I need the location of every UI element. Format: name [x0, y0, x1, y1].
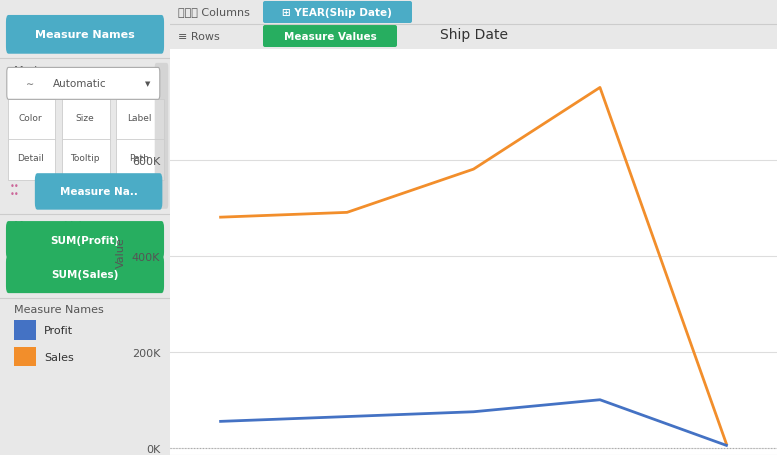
- Text: ⊞ YEAR(Ship Date): ⊞ YEAR(Ship Date): [282, 8, 392, 18]
- Text: Sales: Sales: [44, 352, 74, 362]
- Text: Measure Names: Measure Names: [35, 30, 135, 40]
- Title: Ship Date: Ship Date: [440, 28, 507, 42]
- FancyBboxPatch shape: [8, 100, 55, 141]
- Text: SUM(Sales): SUM(Sales): [51, 270, 119, 280]
- Text: Color: Color: [19, 114, 43, 123]
- FancyBboxPatch shape: [117, 140, 164, 181]
- Text: ▼: ▼: [145, 81, 151, 87]
- FancyBboxPatch shape: [6, 222, 164, 259]
- Text: Marks: Marks: [14, 66, 47, 76]
- FancyBboxPatch shape: [35, 174, 162, 210]
- Y-axis label: Value: Value: [117, 237, 127, 268]
- FancyBboxPatch shape: [263, 2, 412, 24]
- Text: ∼: ∼: [26, 79, 33, 89]
- Text: ≡ Rows: ≡ Rows: [178, 32, 220, 42]
- Text: Label: Label: [127, 114, 152, 123]
- FancyBboxPatch shape: [62, 100, 110, 141]
- FancyBboxPatch shape: [6, 256, 164, 293]
- FancyBboxPatch shape: [14, 321, 36, 340]
- Text: Measure Values: Measure Values: [284, 32, 376, 42]
- FancyBboxPatch shape: [263, 26, 397, 48]
- Text: Measure Values: Measure Values: [14, 221, 101, 231]
- FancyBboxPatch shape: [117, 100, 164, 141]
- Text: ••
••: •• ••: [10, 182, 20, 198]
- FancyBboxPatch shape: [62, 140, 110, 181]
- Text: Automatic: Automatic: [53, 79, 106, 89]
- FancyBboxPatch shape: [8, 140, 55, 181]
- Text: Size: Size: [75, 114, 94, 123]
- FancyBboxPatch shape: [14, 347, 36, 366]
- Text: Measure Na..: Measure Na..: [60, 187, 138, 197]
- Text: Path: Path: [130, 154, 149, 163]
- FancyBboxPatch shape: [6, 16, 164, 55]
- Text: ⦀⦀⦀ Columns: ⦀⦀⦀ Columns: [178, 7, 250, 17]
- FancyBboxPatch shape: [155, 64, 169, 209]
- Text: Tooltip: Tooltip: [70, 154, 99, 163]
- Text: Filters: Filters: [14, 16, 47, 26]
- Text: Profit: Profit: [44, 325, 73, 335]
- Text: Detail: Detail: [17, 154, 44, 163]
- Text: SUM(Profit): SUM(Profit): [51, 236, 120, 246]
- Text: Measure Names: Measure Names: [14, 304, 103, 314]
- FancyBboxPatch shape: [7, 68, 160, 100]
